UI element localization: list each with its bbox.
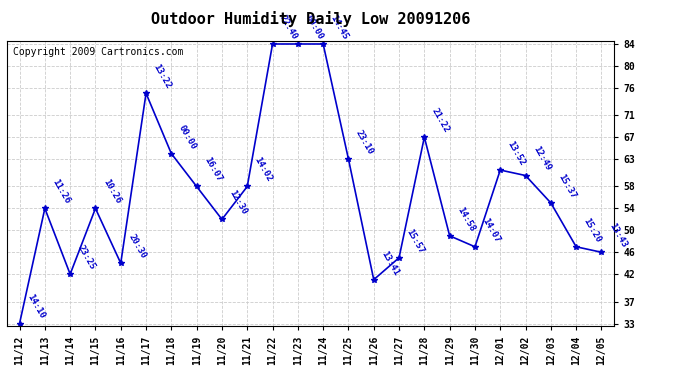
Text: 23:25: 23:25 — [76, 244, 97, 272]
Text: 15:57: 15:57 — [404, 227, 426, 255]
Text: 10:26: 10:26 — [101, 178, 122, 206]
Text: Copyright 2009 Cartronics.com: Copyright 2009 Cartronics.com — [13, 47, 184, 57]
Text: 14:10: 14:10 — [25, 293, 46, 321]
Text: 00:00: 00:00 — [304, 13, 324, 41]
Text: 13:52: 13:52 — [506, 140, 527, 167]
Text: 22:40: 22:40 — [278, 13, 299, 41]
Text: 14:45: 14:45 — [328, 13, 350, 41]
Text: 14:07: 14:07 — [480, 216, 502, 244]
Text: 14:58: 14:58 — [455, 205, 476, 233]
Text: 11:26: 11:26 — [50, 178, 72, 206]
Text: 13:43: 13:43 — [607, 222, 628, 249]
Text: 20:30: 20:30 — [126, 232, 148, 261]
Text: 13:41: 13:41 — [380, 249, 400, 277]
Text: 15:20: 15:20 — [582, 216, 603, 244]
Text: 16:07: 16:07 — [202, 156, 224, 184]
Text: 15:37: 15:37 — [556, 172, 578, 200]
Text: 13:22: 13:22 — [152, 63, 172, 90]
Text: 12:30: 12:30 — [228, 189, 248, 217]
Text: 21:22: 21:22 — [430, 106, 451, 134]
Text: 00:00: 00:00 — [177, 123, 198, 151]
Text: 12:49: 12:49 — [531, 145, 552, 173]
Text: Outdoor Humidity Daily Low 20091206: Outdoor Humidity Daily Low 20091206 — [151, 11, 470, 27]
Text: 23:10: 23:10 — [354, 129, 375, 156]
Text: 14:02: 14:02 — [253, 156, 274, 184]
